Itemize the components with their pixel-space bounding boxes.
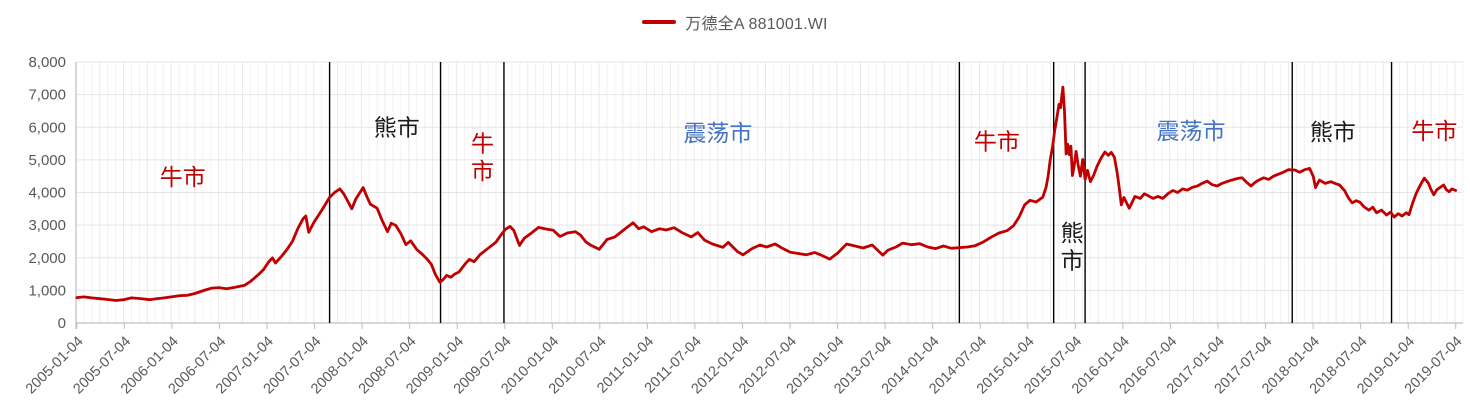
y-tick-label: 6,000 — [28, 119, 66, 136]
phase-annotation: 牛市 — [974, 128, 1020, 154]
phase-annotation: 熊市 — [1061, 220, 1084, 273]
phase-annotation: 熊市 — [1310, 119, 1356, 145]
major-horizontal-gridlines — [76, 61, 1463, 291]
phase-annotation: 牛市 — [1411, 118, 1457, 144]
phase-annotation: 牛市 — [471, 131, 494, 185]
y-tick-label: 1,000 — [28, 282, 66, 299]
phase-annotation: 震荡市 — [683, 120, 752, 146]
x-axis-ticks — [76, 323, 1457, 329]
phase-boundary-lines — [328, 62, 1393, 323]
y-tick-label: 7,000 — [28, 87, 66, 104]
phase-annotation: 熊市 — [374, 115, 420, 141]
y-tick-label: 8,000 — [28, 54, 66, 71]
series — [75, 85, 1458, 302]
phase-annotation: 牛市 — [160, 164, 206, 190]
y-tick-label: 4,000 — [28, 185, 66, 202]
y-tick-label: 3,000 — [28, 217, 66, 234]
y-tick-label: 2,000 — [28, 250, 66, 267]
phase-annotation: 震荡市 — [1157, 118, 1226, 144]
axes — [75, 62, 1463, 329]
y-tick-label: 0 — [58, 315, 66, 332]
price-line-series — [75, 85, 1458, 302]
x-axis-labels: 2005-01-042005-07-042006-01-042006-07-04… — [23, 334, 1466, 398]
y-axis-labels: 0 1,000 2,000 3,000 4,000 5,000 6,000 7,000 8,00… — [28, 54, 66, 332]
y-tick-label: 5,000 — [28, 152, 66, 169]
